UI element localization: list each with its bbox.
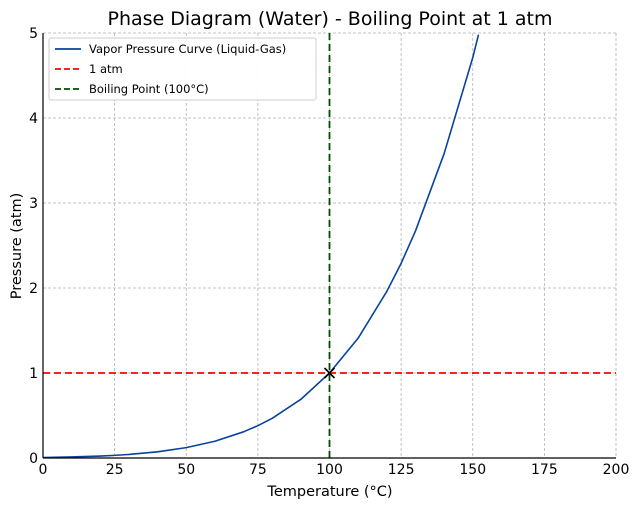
y-axis-label: Pressure (atm) <box>9 193 25 300</box>
boiling-point-marker-group <box>323 367 336 379</box>
x-tick-label: 0 <box>39 462 48 478</box>
x-tick-label: 175 <box>531 462 558 478</box>
vapor-pressure-curve <box>42 34 480 459</box>
x-tick-label: 50 <box>177 462 195 478</box>
x-tick-label: 200 <box>603 462 630 478</box>
legend-label: 1 atm <box>89 62 123 76</box>
x-tick-label: 25 <box>106 462 124 478</box>
x-tick-label: 100 <box>316 462 343 478</box>
y-tick-label: 3 <box>29 196 38 212</box>
y-tick-label: 1 <box>29 366 38 382</box>
legend: Vapor Pressure Curve (Liquid-Gas) 1 atm Bo… <box>48 37 317 101</box>
boiling-point-marker <box>323 367 336 379</box>
tick-labels: 0 25 50 75 100 125 150 175 200 0 1 2 3 4 5 <box>29 26 629 478</box>
y-tick-label: 2 <box>29 281 38 297</box>
legend-label: Vapor Pressure Curve (Liquid-Gas) <box>89 42 286 56</box>
legend-label: Boiling Point (100°C) <box>89 82 209 96</box>
x-tick-label: 75 <box>249 462 267 478</box>
x-tick-label: 125 <box>388 462 415 478</box>
axes <box>42 33 616 459</box>
y-tick-label: 5 <box>29 26 38 42</box>
y-tick-label: 0 <box>29 451 38 467</box>
y-tick-label: 4 <box>29 111 38 127</box>
x-tick-label: 150 <box>459 462 486 478</box>
x-axis-label: Temperature (°C) <box>266 484 392 500</box>
curve-layer <box>42 34 480 459</box>
chart-title: Phase Diagram (Water) - Boiling Point at… <box>107 8 552 30</box>
legend-box <box>48 37 317 101</box>
